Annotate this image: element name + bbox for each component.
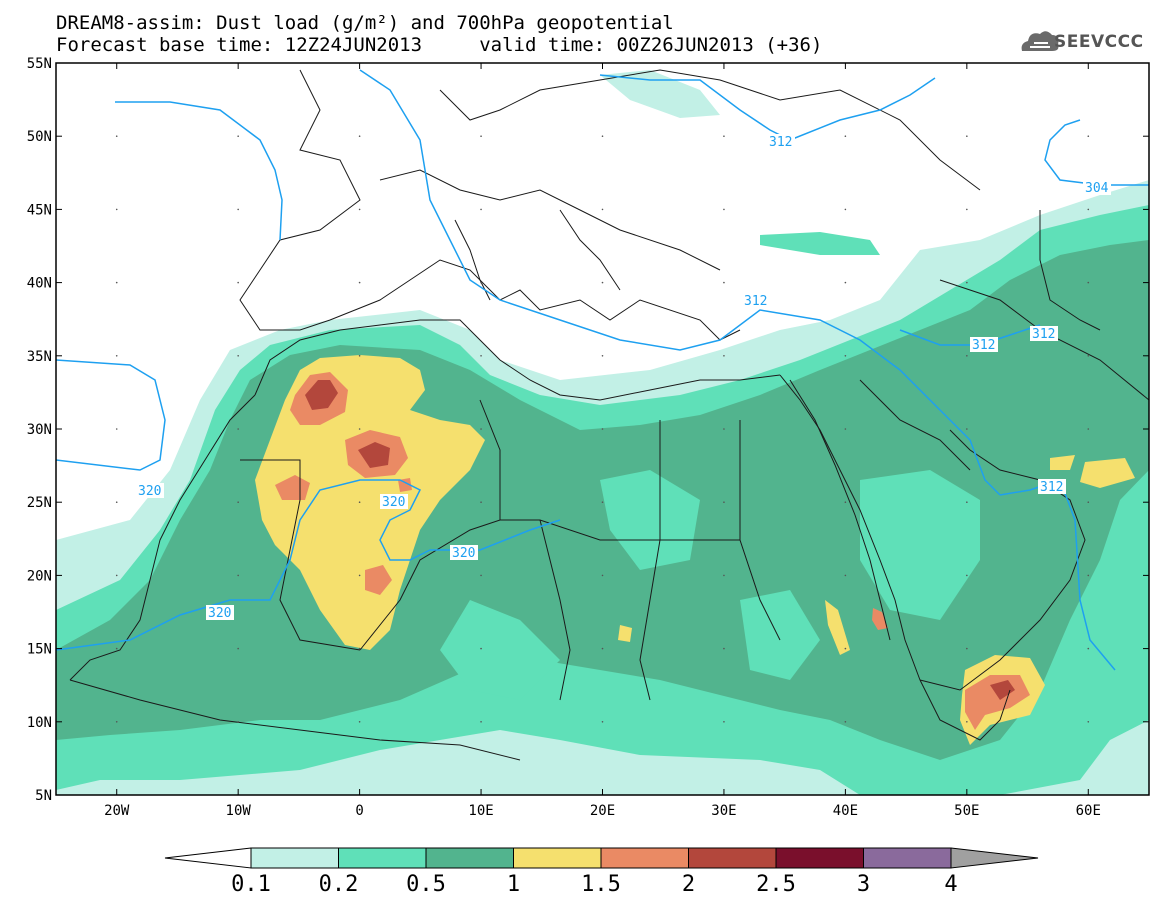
contour-label-312-e: 312	[1040, 480, 1063, 495]
lat-label: 30N	[27, 422, 52, 438]
lon-label: 50E	[954, 803, 979, 819]
contour-label-304: 304	[1085, 181, 1109, 196]
longitude-labels: 20W 10W 0 10E 20E 30E 40E 50E 60E	[104, 803, 1101, 819]
lon-label: 30E	[711, 803, 736, 819]
lat-label: 35N	[27, 349, 52, 365]
lon-label: 0	[355, 803, 363, 819]
lat-label: 15N	[27, 642, 52, 658]
colorbar-swatch	[250, 847, 339, 869]
lat-label: 20N	[27, 568, 52, 584]
graticule	[56, 62, 1149, 796]
dust-level-1	[255, 355, 485, 650]
lat-label: 25N	[27, 495, 52, 511]
colorbar-tick-label: 4	[944, 872, 958, 897]
colorbar-swatch	[425, 847, 514, 869]
contour-label-312-a: 312	[769, 135, 792, 150]
lat-label: 40N	[27, 276, 52, 292]
colorbar-tick-label: 0.1	[231, 872, 271, 897]
contour-label-320-d: 320	[208, 606, 231, 621]
lon-label: 10W	[226, 803, 252, 819]
lon-label: 20W	[104, 803, 130, 819]
dust-level-2	[305, 380, 338, 410]
lon-label: 20E	[590, 803, 615, 819]
lat-label: 5N	[35, 788, 52, 804]
forecast-time-line: Forecast base time: 12Z24JUN2013 valid t…	[56, 34, 823, 56]
colorbar-swatch	[600, 847, 689, 869]
colorbar-tick-label: 0.5	[406, 872, 446, 897]
contour-label-312-b: 312	[744, 294, 767, 309]
colorbar-arrow-high	[950, 847, 1039, 869]
colorbar-tick-label: 2.5	[756, 872, 796, 897]
lon-label: 10E	[468, 803, 493, 819]
lat-label: 55N	[27, 56, 52, 72]
contour-label-320-a: 320	[138, 484, 161, 499]
coastlines	[69, 69, 1149, 761]
lat-label: 45N	[27, 202, 52, 218]
contour-labels: 312 312 312 312 304 320 320 320 320 312	[136, 134, 1111, 621]
colorbar-tick-label: 3	[856, 872, 871, 897]
contour-label-312-d: 312	[1032, 327, 1055, 342]
dust-field	[56, 63, 1149, 795]
contour-label-320-c: 320	[452, 546, 475, 561]
colorbar-tick-label: 1.5	[581, 872, 621, 897]
colorbar-swatch	[338, 847, 427, 869]
colorbar-tick-label: 0.2	[318, 872, 359, 897]
colorbar-tick-label: 1	[506, 872, 521, 897]
contour-label-312-c: 312	[972, 338, 995, 353]
colorbar-tick-label: 2	[681, 872, 696, 897]
lon-label: 60E	[1076, 803, 1101, 819]
lat-label: 10N	[27, 715, 52, 731]
lon-label: 40E	[833, 803, 858, 819]
cloud-icon	[1021, 31, 1059, 51]
colorbar-swatch	[863, 847, 952, 869]
contour-label-320-b: 320	[382, 495, 405, 510]
lat-label: 50N	[27, 129, 52, 145]
seevccc-logo: SEEVCCC	[1054, 32, 1144, 52]
colorbar-arrow-low	[164, 847, 252, 869]
map-title: DREAM8-assim: Dust load (g/m²) and 700hP…	[56, 12, 674, 34]
colorbar-swatch	[688, 847, 777, 869]
latitude-labels: 55N 50N 45N 40N 35N 30N 25N 20N 15N 10N 5N	[27, 56, 52, 804]
colorbar	[164, 847, 1039, 869]
colorbar-swatch	[775, 847, 864, 869]
colorbar-swatch	[513, 847, 602, 869]
